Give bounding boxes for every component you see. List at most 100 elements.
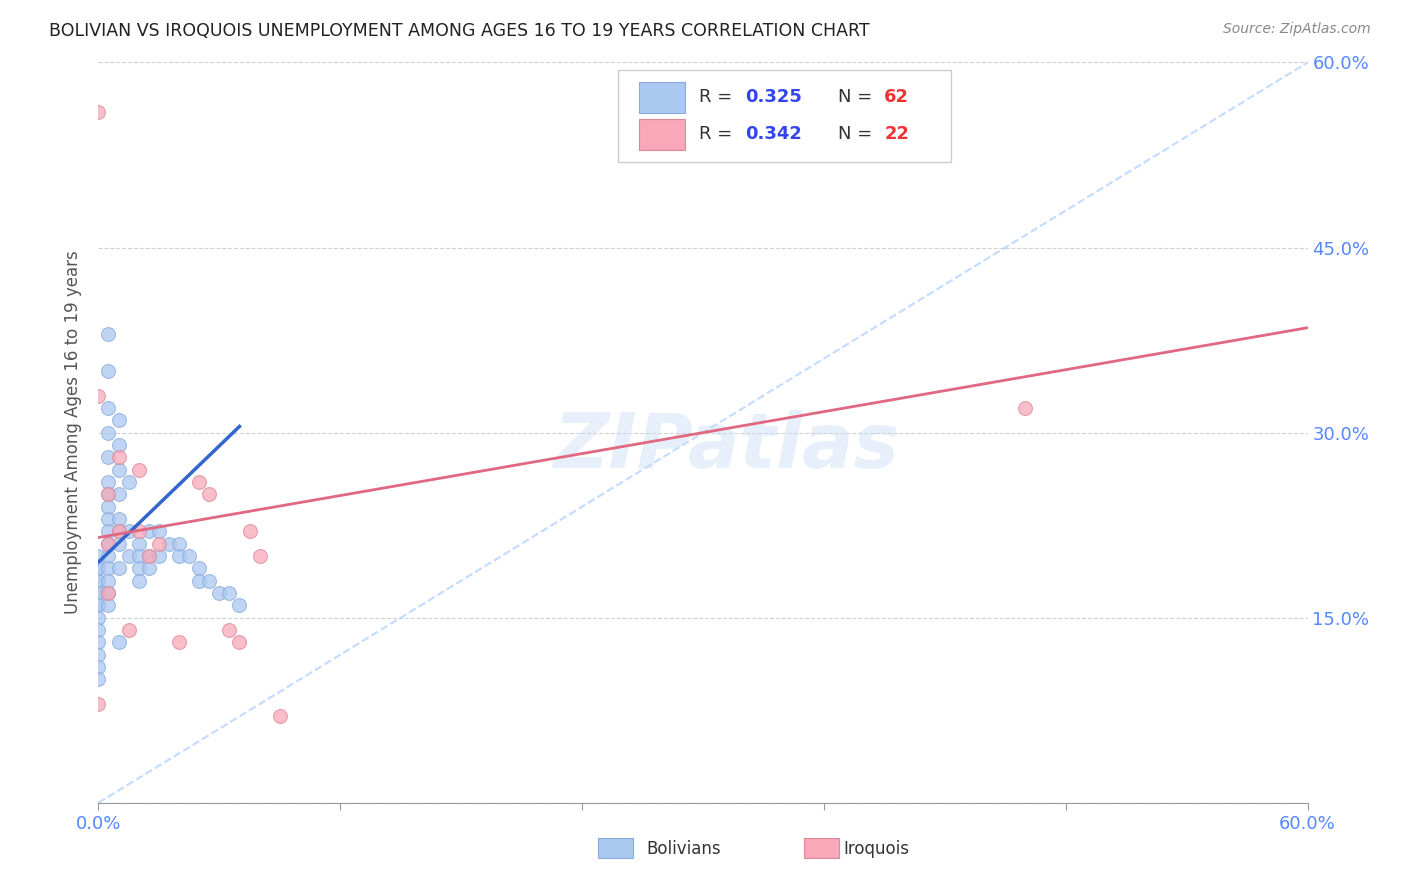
Point: [107, 635, 129, 649]
Point: [239, 524, 262, 539]
Point: [167, 536, 190, 550]
Point: [208, 586, 231, 600]
Point: [228, 599, 250, 613]
Point: [188, 475, 211, 489]
FancyBboxPatch shape: [638, 119, 685, 150]
Point: [87, 697, 110, 711]
FancyBboxPatch shape: [638, 82, 685, 112]
Point: [87, 574, 110, 588]
Point: [138, 561, 160, 575]
Point: [107, 524, 129, 539]
Text: R =: R =: [699, 125, 738, 144]
Point: [97, 364, 120, 378]
Point: [107, 438, 129, 452]
Point: [97, 536, 120, 550]
Point: [128, 574, 150, 588]
FancyBboxPatch shape: [804, 838, 839, 858]
Text: N =: N =: [838, 88, 879, 106]
Point: [107, 512, 129, 526]
Point: [97, 425, 120, 440]
FancyBboxPatch shape: [619, 70, 950, 162]
Point: [107, 450, 129, 465]
Point: [148, 524, 170, 539]
Point: [97, 574, 120, 588]
Point: [87, 586, 110, 600]
Point: [157, 536, 180, 550]
Point: [1014, 401, 1036, 415]
Point: [107, 413, 129, 427]
Point: [107, 462, 129, 476]
Point: [87, 586, 110, 600]
Point: [87, 561, 110, 575]
Point: [118, 623, 141, 637]
Point: [107, 524, 129, 539]
Point: [97, 586, 120, 600]
Text: 0.325: 0.325: [745, 88, 803, 106]
Point: [97, 586, 120, 600]
Point: [107, 561, 129, 575]
Text: 62: 62: [884, 88, 910, 106]
Point: [138, 524, 160, 539]
Point: [128, 524, 150, 539]
Text: N =: N =: [838, 125, 879, 144]
FancyBboxPatch shape: [598, 838, 633, 858]
Point: [97, 524, 120, 539]
Point: [167, 549, 190, 563]
Point: [107, 487, 129, 501]
Point: [87, 610, 110, 624]
Point: [269, 709, 291, 723]
Point: [87, 635, 110, 649]
Point: [97, 475, 120, 489]
Point: [97, 487, 120, 501]
Text: Iroquois: Iroquois: [844, 840, 910, 858]
Point: [218, 623, 240, 637]
Point: [97, 599, 120, 613]
Point: [87, 561, 110, 575]
Point: [87, 104, 110, 119]
Point: [118, 549, 141, 563]
Text: Bolivians: Bolivians: [647, 840, 721, 858]
Point: [128, 462, 150, 476]
Point: [87, 549, 110, 563]
Point: [128, 561, 150, 575]
Point: [167, 635, 190, 649]
Point: [128, 536, 150, 550]
Point: [87, 574, 110, 588]
Point: [97, 487, 120, 501]
Y-axis label: Unemployment Among Ages 16 to 19 years: Unemployment Among Ages 16 to 19 years: [65, 251, 83, 615]
Point: [118, 475, 141, 489]
Point: [87, 648, 110, 662]
Point: [97, 500, 120, 514]
Point: [128, 549, 150, 563]
Point: [179, 549, 201, 563]
Point: [107, 536, 129, 550]
Point: [97, 512, 120, 526]
Point: [188, 561, 211, 575]
Point: [97, 549, 120, 563]
Text: R =: R =: [699, 88, 738, 106]
Point: [188, 574, 211, 588]
Point: [87, 623, 110, 637]
Point: [87, 673, 110, 687]
Point: [87, 599, 110, 613]
Point: [148, 536, 170, 550]
Point: [97, 326, 120, 341]
Text: Source: ZipAtlas.com: Source: ZipAtlas.com: [1223, 22, 1371, 37]
Point: [138, 549, 160, 563]
Text: BOLIVIAN VS IROQUOIS UNEMPLOYMENT AMONG AGES 16 TO 19 YEARS CORRELATION CHART: BOLIVIAN VS IROQUOIS UNEMPLOYMENT AMONG …: [49, 22, 870, 40]
Point: [97, 401, 120, 415]
Point: [97, 536, 120, 550]
Point: [198, 487, 221, 501]
Point: [249, 549, 271, 563]
Text: 22: 22: [884, 125, 910, 144]
Point: [228, 635, 250, 649]
Point: [87, 599, 110, 613]
Point: [97, 450, 120, 465]
Point: [97, 561, 120, 575]
Text: ZIPatlas: ZIPatlas: [554, 410, 900, 484]
Point: [87, 660, 110, 674]
Point: [218, 586, 240, 600]
Point: [118, 524, 141, 539]
Point: [148, 549, 170, 563]
Text: 0.342: 0.342: [745, 125, 803, 144]
